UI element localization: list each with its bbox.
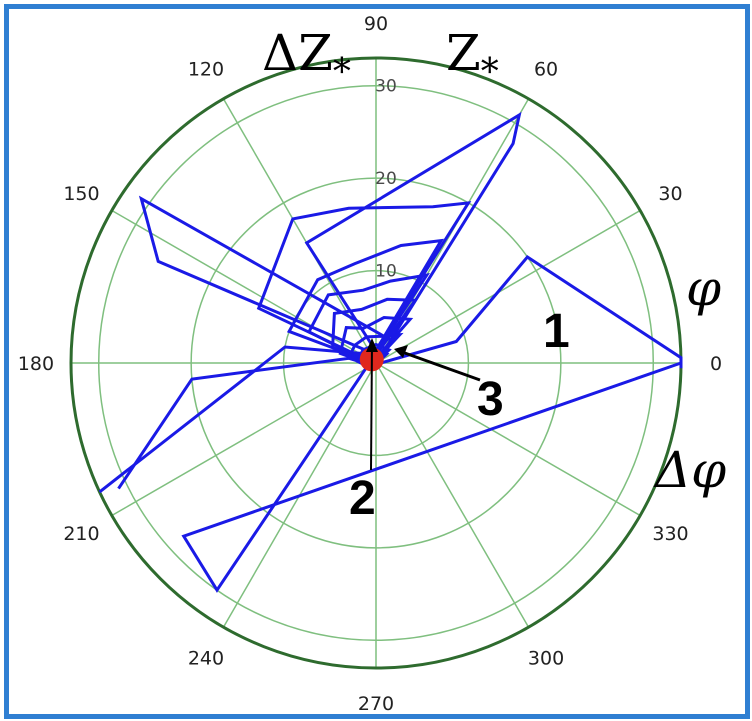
axis-title-delta-phi: Δφ — [653, 441, 726, 499]
angle-tick-60: 60 — [534, 58, 558, 80]
angle-tick-330: 330 — [652, 523, 688, 545]
axis-title-delta-z: ΔZ* — [262, 24, 351, 93]
angle-tick-210: 210 — [63, 523, 99, 545]
grid-spoke-30 — [375, 209, 641, 364]
angle-tick-90: 90 — [364, 13, 388, 35]
grid-spoke-210 — [111, 362, 377, 517]
angle-tick-300: 300 — [528, 648, 564, 670]
callout-1: 1 — [543, 305, 570, 358]
series-line-3 — [117, 352, 380, 490]
leader-line-2 — [370, 343, 373, 471]
series-line-5 — [138, 195, 395, 356]
axis-title-phi: φ — [686, 259, 721, 317]
series-line-12 — [346, 332, 404, 370]
angle-tick-180: 180 — [18, 353, 54, 375]
series-line-7 — [256, 201, 472, 366]
tick-labels: 0 30 60 90 120 150 180 210 240 270 300 330 10 20 30 — [18, 13, 722, 715]
series-layer — [98, 111, 683, 593]
angle-tick-150: 150 — [63, 183, 99, 205]
annotations: ΔZ* Z* φ Δφ 1 2 3 — [262, 24, 726, 525]
radial-tick-30: 30 — [375, 77, 397, 97]
series-line-4 — [304, 111, 522, 357]
callout-3: 3 — [477, 373, 504, 426]
angle-tick-240: 240 — [188, 648, 224, 670]
angle-tick-0: 0 — [710, 353, 722, 375]
arrowhead-2 — [366, 338, 378, 352]
callout-2: 2 — [349, 472, 376, 525]
radial-tick-10: 10 — [375, 262, 397, 282]
grid-spoke-300 — [375, 362, 530, 628]
series-line-11 — [338, 315, 414, 369]
arrowhead-3 — [394, 345, 408, 358]
series-line-10 — [331, 297, 419, 368]
grid-spoke-330 — [375, 362, 641, 517]
angle-tick-270: 270 — [358, 693, 394, 715]
series-line-6 — [181, 361, 682, 593]
series-line-2 — [98, 345, 381, 494]
series-line-8 — [286, 238, 444, 367]
leader-line-3 — [401, 350, 481, 382]
angle-tick-30: 30 — [658, 183, 682, 205]
series-line-9 — [306, 272, 430, 368]
angle-tick-120: 120 — [188, 58, 224, 80]
series-line-1 — [380, 255, 683, 369]
radial-tick-20: 20 — [375, 169, 397, 189]
axis-title-z: Z* — [446, 24, 499, 93]
